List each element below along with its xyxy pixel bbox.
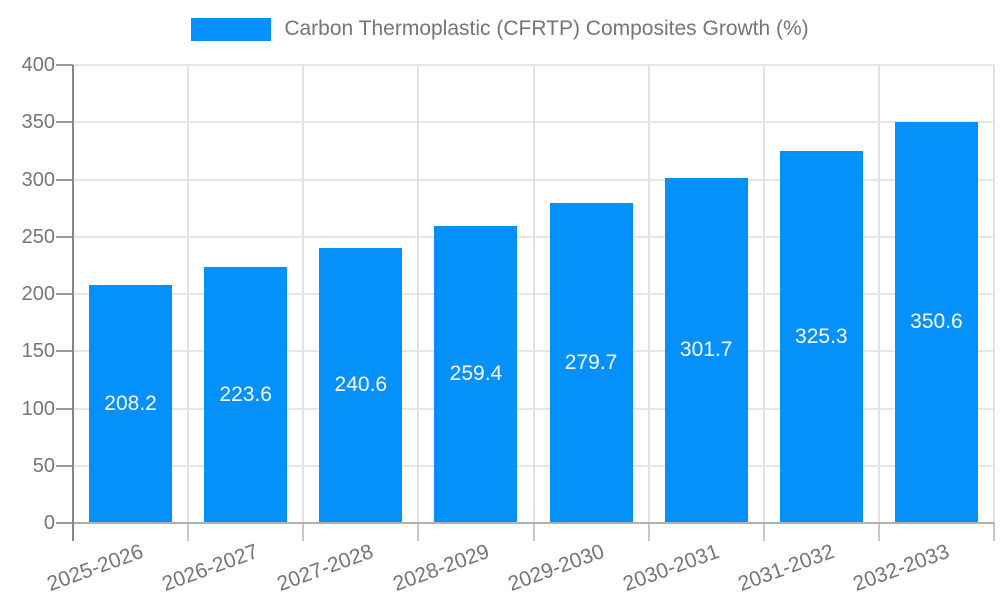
x-gridline [647, 65, 650, 523]
y-axis-tick-label: 400 [21, 54, 55, 76]
bar-value-label: 259.4 [449, 362, 503, 386]
y-axis-tick-label: 200 [21, 283, 55, 305]
x-gridline [187, 65, 190, 523]
y-axis-line [72, 65, 74, 524]
bar-value-label: 301.7 [679, 338, 733, 362]
x-gridline [532, 65, 535, 523]
legend-label: Carbon Thermoplastic (CFRTP) Composites … [284, 17, 809, 40]
x-axis-tick [417, 523, 420, 541]
y-axis-tick [56, 522, 73, 524]
bar-value-label: 223.6 [219, 382, 272, 406]
x-gridline [993, 65, 995, 523]
y-axis-tick [56, 178, 73, 181]
y-axis-tick-label: 350 [21, 111, 55, 134]
x-gridline [417, 65, 420, 523]
y-axis-tick-label: 150 [21, 340, 55, 363]
bar-2028-2029[interactable] [434, 225, 518, 523]
bar-value-label: 350.6 [910, 310, 963, 334]
legend: Carbon Thermoplastic (CFRTP) Composites … [0, 17, 1000, 41]
x-gridline [762, 65, 765, 523]
bar-2027-2028[interactable] [319, 247, 403, 523]
bar-2031-2032[interactable] [779, 150, 863, 523]
x-axis-category-label: 2029-2030 [504, 540, 607, 596]
x-axis-category-label: 2026-2027 [159, 540, 262, 596]
x-gridline [877, 65, 880, 523]
x-axis-tick [877, 523, 880, 541]
x-axis-tick [532, 523, 535, 541]
x-axis-line [73, 522, 994, 524]
x-axis-tick [72, 523, 74, 541]
x-axis-category-label: 2025-2026 [44, 540, 147, 596]
legend-swatch [191, 17, 272, 41]
x-axis-category-label: 2032-2033 [850, 540, 953, 596]
x-axis-tick [187, 523, 190, 541]
y-axis-tick-label: 250 [21, 225, 55, 248]
y-axis-tick [56, 235, 73, 238]
x-axis-tick [993, 523, 995, 541]
bar-value-label: 240.6 [334, 373, 388, 397]
bar-2030-2031[interactable] [664, 177, 748, 523]
y-axis-tick [56, 407, 73, 410]
y-axis-tick [56, 64, 73, 66]
x-axis-category-label: 2028-2029 [389, 540, 492, 596]
bar-value-label: 208.2 [104, 391, 157, 415]
y-axis-tick-label: 300 [21, 168, 55, 191]
x-axis-category-label: 2030-2031 [619, 540, 723, 596]
y-axis-tick [56, 464, 73, 467]
y-axis-tick-label: 50 [32, 454, 55, 477]
y-axis-tick-label: 0 [43, 512, 55, 534]
x-axis-tick [647, 523, 650, 541]
x-axis-category-label: 2031-2032 [734, 540, 838, 596]
x-axis-tick [302, 523, 305, 541]
y-axis-tick [56, 121, 73, 124]
bar-value-label: 325.3 [795, 324, 848, 348]
bar-2026-2027[interactable] [204, 266, 288, 523]
y-axis-tick [56, 350, 73, 353]
x-axis-tick [762, 523, 765, 541]
x-axis-category-label: 2027-2028 [274, 540, 377, 596]
x-gridline [302, 65, 305, 523]
y-axis-tick-label: 100 [21, 397, 55, 420]
y-axis-tick [56, 293, 73, 295]
bar-2025-2026[interactable] [89, 284, 173, 523]
bar-2029-2030[interactable] [549, 202, 633, 523]
bar-2032-2033[interactable] [894, 121, 978, 523]
bar-value-label: 279.7 [564, 350, 618, 374]
